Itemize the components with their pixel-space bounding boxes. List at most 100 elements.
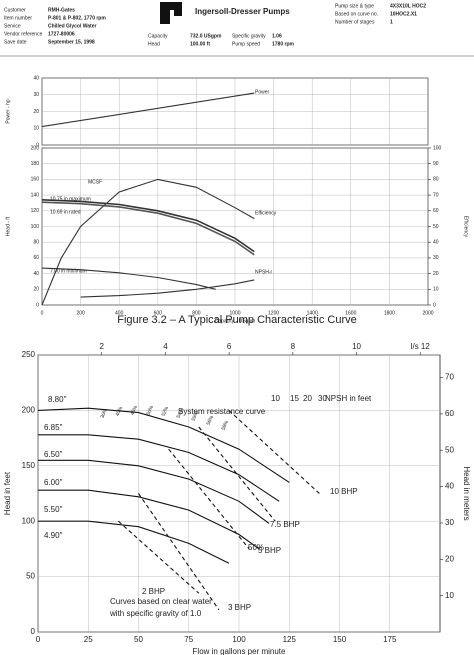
y-tick-label: 0 (36, 142, 39, 148)
x-tick-label: 50 (134, 635, 143, 644)
y2-tick-label: 60 (445, 409, 454, 418)
x-axis-label: Capacity - USgpm (215, 318, 256, 324)
y-tick-label: 120 (31, 208, 40, 214)
annotation: NPSH in feet (325, 394, 372, 403)
field-value: 4X3X10L HOC2 (390, 3, 426, 9)
annotation: System resistance curve (178, 407, 266, 416)
y2-tick-label: 60 (433, 208, 439, 214)
field-value: 732.0 USgpm (190, 33, 222, 39)
curve (41, 92, 255, 128)
y-tick-label: 0 (36, 302, 39, 308)
curve (138, 493, 220, 611)
series-label: 5 BHP (258, 546, 281, 555)
x-axis-label: Flow in gallons per minute (193, 647, 286, 655)
x-tick-label: 25 (84, 635, 93, 644)
field-label: Based on curve no. (335, 11, 378, 17)
y-tick-label: 100 (22, 516, 36, 525)
annotation: with specific gravity of 1.0 (109, 609, 202, 618)
y2-tick-label: 40 (433, 240, 439, 246)
field-label: Save date (4, 39, 27, 45)
y-tick-label: 40 (33, 271, 39, 277)
field-label: Customer (4, 7, 26, 13)
x-tick-label: 1200 (268, 310, 279, 316)
y-tick-label: 140 (31, 192, 40, 198)
y2-tick-label: 40 (445, 482, 454, 491)
y2-tick-label: 70 (433, 192, 439, 198)
annotation: 54% (176, 407, 186, 419)
y2-tick-label: 70 (445, 373, 454, 382)
field-label: Number of stages (335, 19, 375, 25)
field-label: Specific gravity (232, 33, 266, 39)
x2-tick-label: 4 (163, 342, 168, 351)
annotation: Curves based on clear water (110, 597, 212, 606)
x-tick-label: 1400 (307, 310, 318, 316)
annotation: 58% (221, 419, 231, 431)
y-tick-label: 100 (31, 224, 40, 230)
field-label: Head (148, 41, 160, 47)
y-tick-label: 180 (31, 161, 40, 167)
curve (38, 489, 260, 550)
y-tick-label: 40 (33, 75, 39, 81)
x-tick-label: 1000 (229, 310, 240, 316)
annotation: 55% (191, 410, 201, 422)
field-label: Pump speed (232, 41, 260, 47)
field-label: Pump size & type (335, 3, 374, 9)
field-value: 1780 rpm (272, 41, 295, 47)
curve (80, 279, 255, 298)
curve (118, 520, 200, 594)
field-label: Item number (4, 15, 32, 21)
series-label: Efficiency (255, 210, 277, 216)
y2-tick-label: 90 (433, 161, 439, 167)
y2-tick-label: 10 (445, 591, 454, 600)
x-tick-label: 175 (383, 635, 397, 644)
series-label: 2 BHP (142, 587, 165, 596)
y-tick-label: 50 (26, 572, 35, 581)
annotation: 50% (146, 404, 156, 416)
y-tick-label: 20 (33, 109, 39, 115)
series-label: 6.85" (44, 423, 63, 432)
annotation: 50% (248, 543, 264, 552)
logo-mark (160, 2, 182, 24)
annotation: 8.80" (48, 395, 67, 404)
y-tick-label: 30 (33, 92, 39, 98)
y2-tick-label: 100 (433, 145, 442, 151)
y-tick-label: 150 (22, 461, 36, 470)
curve (38, 520, 230, 564)
series-label: 7.5 BHP (270, 520, 300, 529)
y-tick-label: 80 (33, 240, 39, 246)
x-tick-label: 600 (154, 310, 163, 316)
curve (38, 459, 270, 524)
field-value: P-801 & P-802, 1770 rpm (48, 15, 106, 21)
y2-tick-label: 30 (433, 255, 439, 261)
y2-axis-label: Efficiency (463, 216, 469, 238)
annotation: 52% (161, 405, 171, 417)
y2-tick-label: 30 (445, 518, 454, 527)
y2-tick-label: 20 (445, 554, 454, 563)
figure-caption: Figure 3.2 – A Typical Pump Characterist… (117, 314, 356, 326)
x2-tick-label: l/s 12 (411, 342, 431, 351)
annotation: MCSF (88, 179, 102, 185)
y2-tick-label: 80 (433, 177, 439, 183)
y-tick-label: 0 (31, 627, 36, 636)
curve (37, 407, 290, 483)
y-axis-label: Power - hp (5, 99, 11, 123)
x2-tick-label: 2 (99, 342, 104, 351)
x-tick-label: 0 (41, 310, 44, 316)
curve (41, 267, 216, 290)
x2-tick-label: 10 (352, 342, 361, 351)
field-value: 10HOC2.X1 (390, 11, 417, 17)
series-label: 5.50" (44, 505, 63, 514)
series-label: 6.50" (44, 450, 63, 459)
x-tick-label: 2000 (422, 310, 433, 316)
y2-tick-label: 50 (445, 445, 454, 454)
x-tick-label: 1800 (384, 310, 395, 316)
y-tick-label: 160 (31, 177, 40, 183)
series-label: 4.90" (44, 531, 63, 540)
y-axis-label: Head in feet (3, 471, 12, 515)
series-label: 10.75 in maximum (50, 196, 91, 202)
series-label: NPSH-r (255, 269, 273, 275)
field-value: 1 (390, 19, 393, 25)
annotation: 10 (271, 394, 280, 403)
